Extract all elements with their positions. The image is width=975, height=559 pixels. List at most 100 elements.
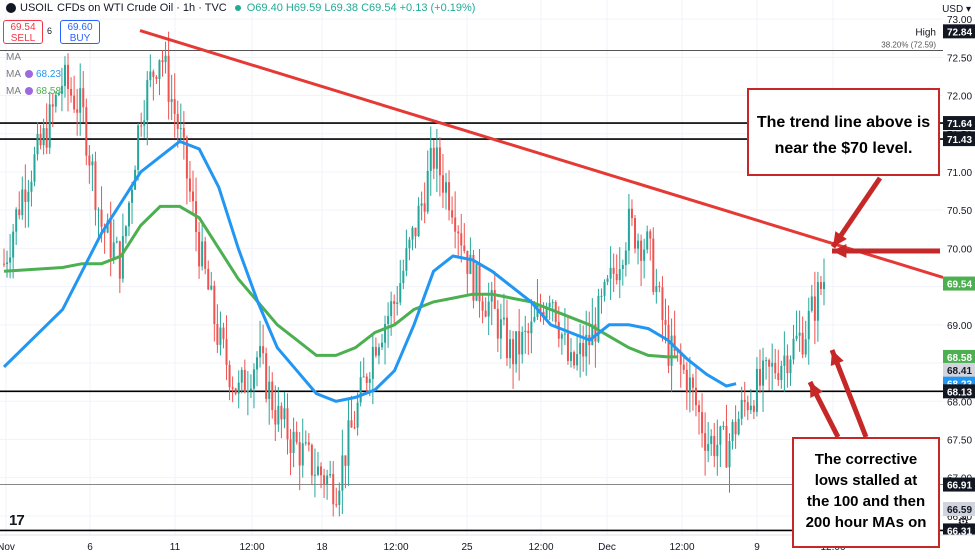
- candle-body: [682, 364, 685, 370]
- candle-body: [201, 241, 204, 267]
- ohlc-values: O69.40 H69.59 L69.38 C69.54 +0.13 (+0.19…: [246, 2, 476, 14]
- buy-button[interactable]: 69.60 BUY: [60, 20, 100, 44]
- candle-body: [445, 182, 448, 193]
- candle-body: [234, 388, 237, 394]
- candle-body: [240, 369, 243, 383]
- candle-body: [527, 330, 530, 334]
- indicator-settings-icon[interactable]: [25, 87, 33, 95]
- candle-body: [79, 88, 82, 113]
- candle-body: [21, 189, 24, 216]
- candle-body: [563, 333, 566, 335]
- candle-body: [356, 402, 359, 428]
- candle-body: [768, 360, 771, 367]
- y-tick-label: 69.00: [947, 321, 972, 332]
- candle-body: [182, 128, 185, 138]
- candle-body: [252, 369, 255, 389]
- currency-selector[interactable]: USD ▾: [942, 4, 971, 15]
- candle-body: [728, 441, 731, 468]
- callout-moving-averages: The corrective lows stalled at the 100 a…: [792, 437, 940, 548]
- candle-body: [402, 270, 405, 284]
- candle-body: [609, 267, 612, 279]
- candle-body: [423, 203, 426, 212]
- candle-body: [426, 170, 429, 212]
- axis-background: [943, 0, 975, 535]
- indicator-name: MA: [6, 69, 21, 80]
- candle-body: [685, 369, 688, 393]
- y-tick-label: 68.00: [947, 397, 972, 408]
- candle-body: [377, 347, 380, 356]
- candle-body: [478, 264, 481, 302]
- candle-body: [149, 71, 152, 81]
- candle-body: [24, 189, 27, 202]
- candle-body: [652, 238, 655, 293]
- candle-body: [466, 250, 469, 274]
- price-axis[interactable]: 73.0072.5072.0071.5071.0070.5070.0069.50…: [943, 0, 975, 559]
- indicator-ma-3[interactable]: MA 68.58: [6, 86, 61, 97]
- y-tick-label: 70.00: [947, 244, 972, 255]
- candle-body: [207, 268, 210, 290]
- x-tick-label: 25: [461, 542, 473, 553]
- candle-body: [371, 346, 374, 379]
- candle-body: [472, 254, 475, 301]
- candle-body: [228, 364, 231, 388]
- candle-body: [780, 365, 783, 380]
- candle-body: [582, 342, 585, 357]
- y-tick-label: 67.50: [947, 435, 972, 446]
- candle-body: [512, 339, 515, 365]
- candle-body: [109, 220, 112, 258]
- candle-body: [73, 95, 76, 110]
- candle-body: [161, 60, 164, 63]
- candle-body: [691, 377, 694, 388]
- symbol-header[interactable]: USOIL CFDs on WTI Crude Oil · 1h · TVC O…: [6, 2, 475, 14]
- candle-body: [755, 368, 758, 412]
- candle-body: [551, 302, 554, 304]
- candle-body: [97, 209, 100, 211]
- candle-body: [121, 236, 124, 279]
- callout-line: The trend line above is: [756, 114, 931, 131]
- indicator-settings-icon[interactable]: [25, 70, 33, 78]
- gear-icon[interactable]: ⚙: [957, 514, 969, 529]
- candle-body: [289, 439, 292, 454]
- candle-body: [594, 324, 597, 342]
- candle-body: [115, 241, 118, 243]
- candle-body: [12, 231, 15, 258]
- candle-body: [765, 360, 768, 362]
- candle-body: [307, 442, 310, 445]
- price-tag: [943, 523, 975, 538]
- indicator-ma-1[interactable]: MA: [6, 52, 21, 63]
- sell-button[interactable]: 69.54 SELL: [3, 20, 43, 44]
- y-tick-label: 72.50: [947, 53, 972, 64]
- candle-body: [627, 208, 630, 251]
- candle-body: [265, 353, 268, 399]
- candle-body: [707, 444, 710, 451]
- candle-body: [658, 286, 661, 288]
- price-tag-label: 66.91: [947, 481, 972, 492]
- candle-body: [560, 334, 563, 339]
- candle-body: [353, 427, 356, 429]
- symbol-name: USOIL: [20, 2, 54, 14]
- candle-body: [219, 327, 222, 345]
- candle-body: [634, 218, 637, 249]
- candle-body: [612, 267, 615, 274]
- candle-body: [274, 410, 277, 425]
- candle-body: [740, 399, 743, 419]
- candle-body: [408, 239, 411, 249]
- y-tick-label: 70.50: [947, 206, 972, 217]
- candle-body: [457, 231, 460, 234]
- candle-body: [566, 333, 569, 361]
- candle-body: [524, 330, 527, 333]
- candle-body: [798, 332, 801, 336]
- candle-body: [789, 359, 792, 374]
- candle-body: [6, 262, 9, 265]
- indicator-ma-2[interactable]: MA 68.23: [6, 69, 61, 80]
- candle-body: [341, 455, 344, 491]
- candle-body: [548, 302, 551, 307]
- trend-line: [139, 29, 944, 279]
- candle-body: [332, 474, 335, 505]
- candle-body: [557, 322, 560, 339]
- x-tick-label: 6: [87, 542, 93, 553]
- candle-body: [259, 346, 262, 358]
- candle-body: [316, 466, 319, 475]
- candle-body: [118, 241, 121, 279]
- candle-body: [143, 120, 146, 126]
